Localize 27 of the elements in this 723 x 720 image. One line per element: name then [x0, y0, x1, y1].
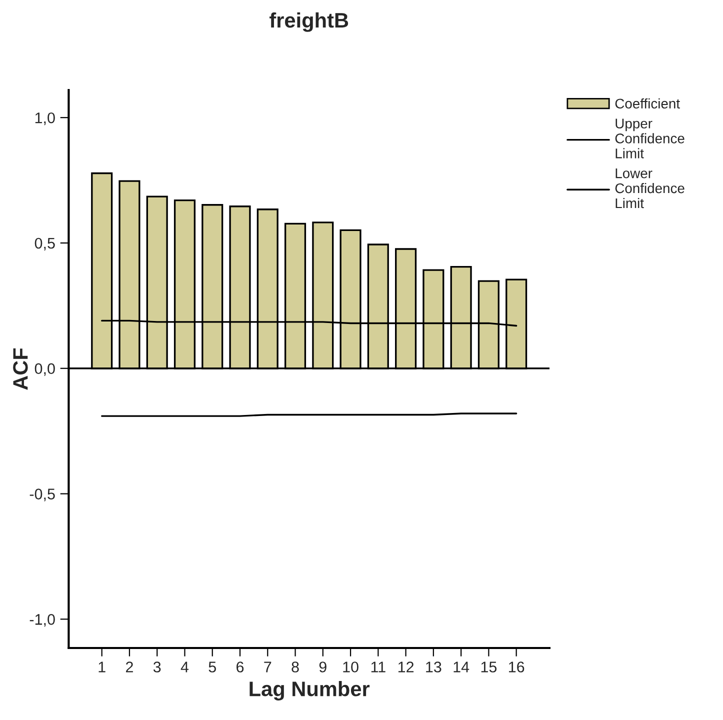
x-tick-label: 11: [371, 662, 386, 672]
x-tick-label: 4: [180, 662, 189, 672]
y-tick-label: 0,0: [34, 363, 55, 376]
y-tick-label: 0,5: [34, 238, 55, 250]
x-tick-label: 8: [292, 662, 299, 672]
x-tick-label: 9: [319, 662, 326, 672]
x-tick-label: 16: [508, 662, 524, 672]
x-tick-label: 2: [126, 662, 133, 672]
x-axis-title: Lag Number: [250, 680, 370, 701]
y-tick-label: -1,0: [30, 614, 55, 627]
x-tick-label: 3: [153, 662, 161, 672]
legend-label: Coefficient: [615, 98, 680, 109]
x-tick-label: 7: [264, 662, 272, 672]
y-axis-title: ACF: [13, 348, 28, 390]
x-tick-label: 14: [454, 662, 470, 672]
x-tick-label: 6: [236, 662, 244, 672]
x-tick-label: 12: [398, 662, 414, 672]
x-tick-label: 1: [98, 662, 106, 672]
y-tick-label: -0,5: [30, 488, 55, 502]
x-tick-label: 10: [343, 662, 358, 672]
x-tick-label: 13: [426, 662, 442, 672]
x-tick-label: 15: [481, 662, 497, 672]
x-tick-label: 5: [208, 662, 216, 672]
chart-title: freightB: [270, 12, 348, 32]
legend-label: Lower Confidence Limit: [615, 168, 684, 208]
legend-label: Upper Confidence Limit: [615, 118, 684, 158]
y-tick-label: 1,0: [35, 112, 55, 126]
